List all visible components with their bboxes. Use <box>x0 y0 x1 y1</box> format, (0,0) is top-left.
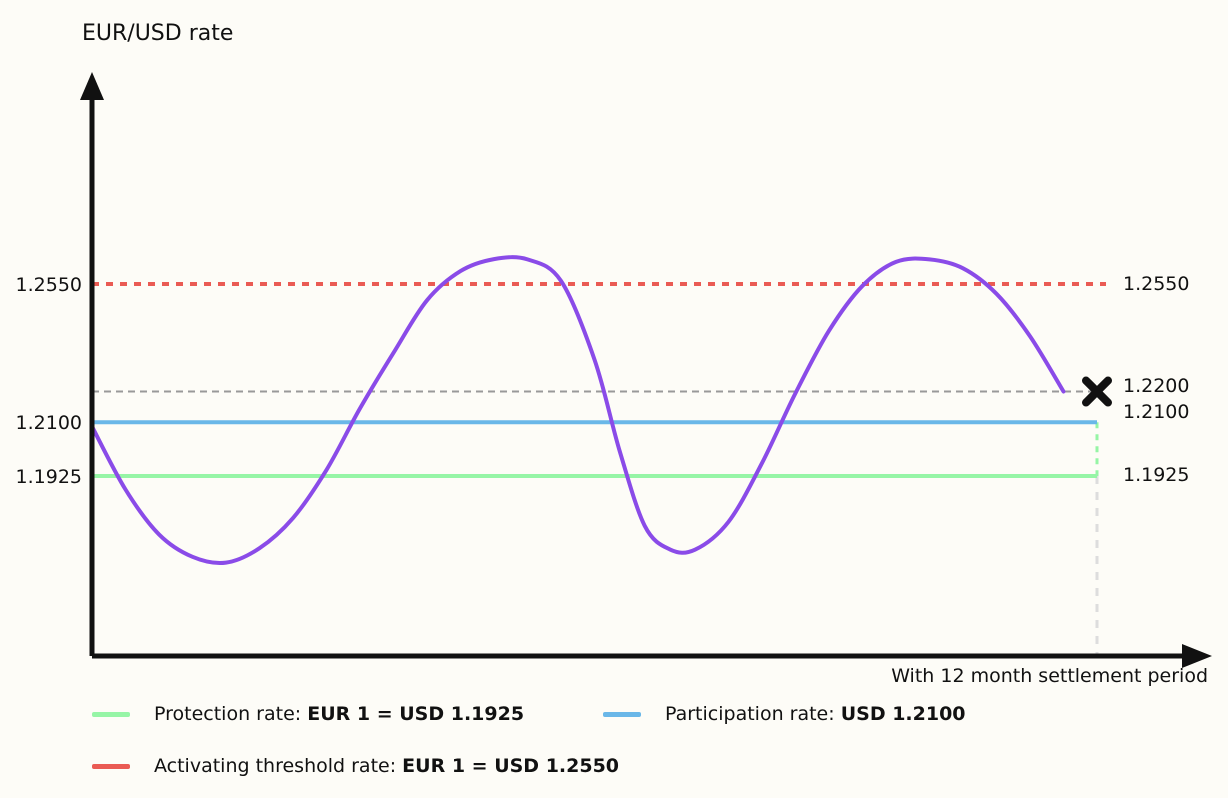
left-tick-label: 1.2550 <box>16 274 82 296</box>
legend-activating: Activating threshold rate: EUR 1 = USD 1… <box>92 755 619 777</box>
legend-participation: Participation rate: USD 1.2100 <box>603 703 966 725</box>
left-tick-label: 1.2100 <box>16 412 82 434</box>
legend-activating-value: EUR 1 = USD 1.2550 <box>402 755 620 777</box>
y-axis-label: EUR/USD rate <box>82 21 233 46</box>
right-value-label: 1.1925 <box>1123 464 1189 486</box>
legend-protection-swatch <box>92 711 130 717</box>
settlement-marker-icon <box>1082 376 1112 407</box>
right-value-label: 1.2100 <box>1123 401 1189 423</box>
rate-curve <box>90 255 1066 565</box>
right-value-label: 1.2200 <box>1123 375 1189 397</box>
legend-activating-swatch <box>92 763 130 769</box>
left-tick-label: 1.1925 <box>16 466 82 488</box>
legend-participation-value: USD 1.2100 <box>840 703 966 725</box>
x-axis-arrow-icon <box>1182 644 1212 668</box>
right-value-label: 1.2550 <box>1123 273 1189 295</box>
legend-participation-swatch <box>603 711 641 717</box>
legend-protection-value: EUR 1 = USD 1.1925 <box>307 703 525 725</box>
x-axis-label: With 12 month settlement period <box>891 665 1208 687</box>
legend-activating-label: Activating threshold rate: <box>154 755 397 777</box>
y-axis-arrow-icon <box>80 72 104 100</box>
legend-protection: Protection rate: EUR 1 = USD 1.1925 <box>92 703 524 725</box>
legend-participation-label: Participation rate: <box>665 703 835 725</box>
legend-protection-label: Protection rate: <box>154 703 302 725</box>
